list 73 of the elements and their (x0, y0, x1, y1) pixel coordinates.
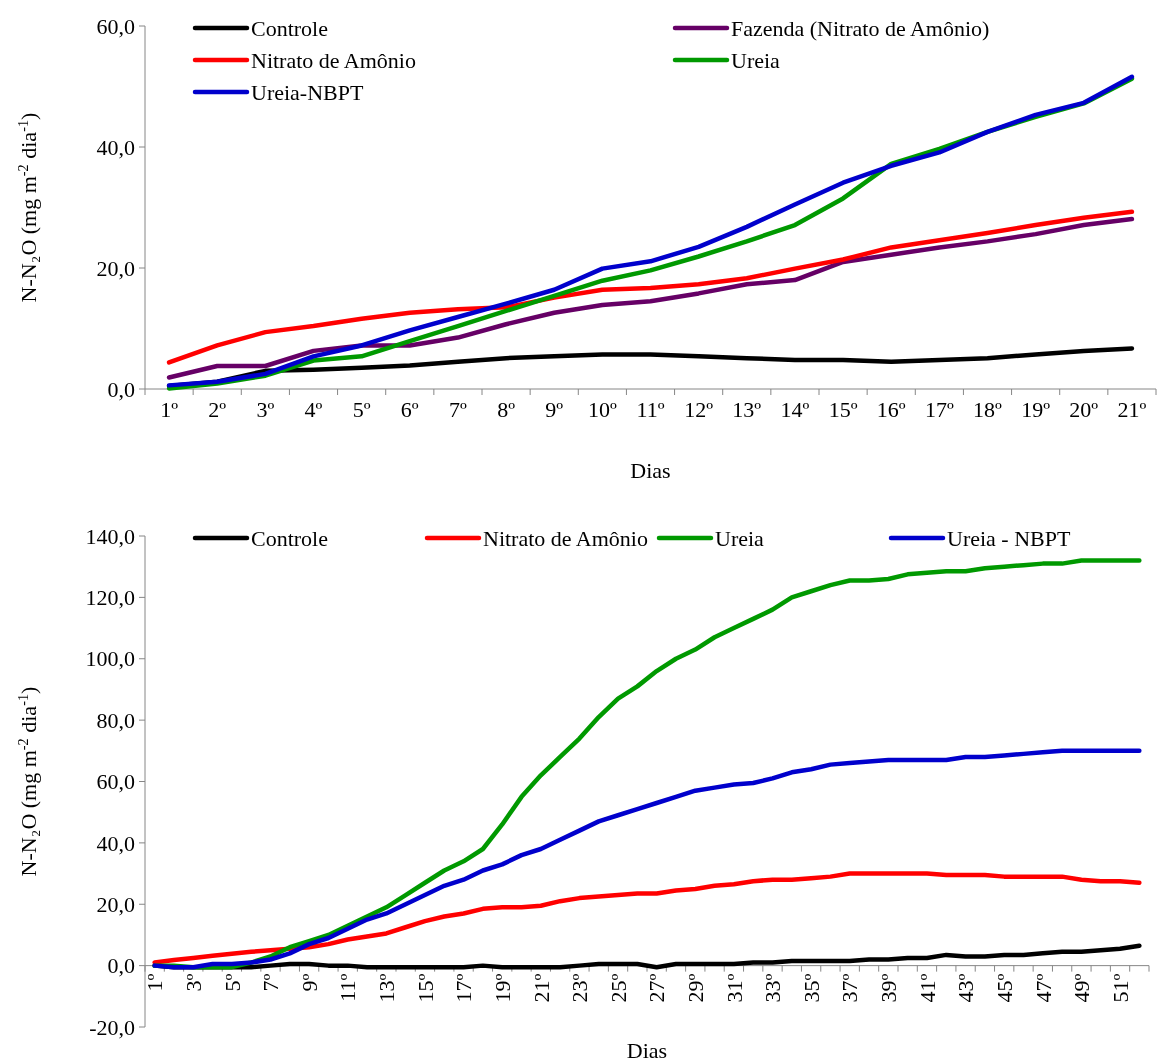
x-tick-label: 19º (1021, 397, 1051, 422)
x-tick-label: 18º (973, 397, 1003, 422)
x-tick-label: 7º (258, 973, 284, 992)
y-tick-label: 140,0 (85, 523, 135, 549)
x-tick-label: 1º (160, 397, 179, 422)
legend-label: Fazenda (Nitrato de Amônio) (731, 15, 990, 41)
legend-label: Ureia (715, 525, 765, 551)
x-tick-label: 14º (780, 397, 810, 422)
x-tick-label: 49º (1069, 973, 1095, 1003)
x-tick-label: 37º (837, 973, 863, 1003)
x-tick-label: 13º (732, 397, 762, 422)
legend-label: Ureia (731, 47, 781, 73)
x-tick-label: 31º (721, 973, 747, 1003)
x-axis-title: Dias (630, 458, 671, 483)
y-tick-label: 0,0 (107, 953, 135, 979)
x-tick-label: 45º (991, 973, 1017, 1003)
x-axis-title: Dias (626, 1038, 668, 1063)
legend-label: Ureia-NBPT (251, 79, 364, 105)
x-tick-label: 39º (876, 973, 902, 1003)
x-tick-label: 3º (256, 397, 275, 422)
x-tick-label: 15º (412, 973, 438, 1003)
y-tick-label: 100,0 (85, 646, 135, 672)
y-tick-label: 0,0 (107, 376, 135, 402)
line-series (152, 748, 1142, 970)
line-series (152, 871, 1142, 965)
x-tick-label: 33º (760, 973, 786, 1003)
x-tick-label: 11º (335, 973, 361, 1002)
y-tick-label: 60,0 (96, 769, 135, 795)
y-tick-label: -20,0 (89, 1014, 135, 1040)
y-tick-label: 60,0 (96, 13, 135, 39)
x-tick-label: 5º (219, 973, 245, 992)
y-tick-label: 20,0 (96, 255, 135, 281)
x-tick-label: 43º (953, 973, 979, 1003)
x-tick-label: 17º (924, 397, 954, 422)
x-tick-label: 12º (684, 397, 714, 422)
x-tick-label: 20º (1069, 397, 1099, 422)
x-tick-label: 23º (567, 973, 593, 1003)
x-tick-label: 1º (142, 973, 168, 992)
x-tick-label: 35º (798, 973, 824, 1003)
x-tick-label: 25º (605, 973, 631, 1003)
x-tick-label: 21º (528, 973, 554, 1003)
x-tick-label: 21º (1117, 397, 1147, 422)
x-tick-label: 8º (497, 397, 516, 422)
x-tick-label: 13º (374, 973, 400, 1003)
x-tick-label: 7º (449, 397, 468, 422)
x-tick-label: 29º (682, 973, 708, 1003)
y-tick-label: 120,0 (85, 585, 135, 611)
legend-label: Ureia - NBPT (947, 525, 1071, 551)
y-tick-label: 40,0 (96, 830, 135, 856)
x-tick-label: 9º (545, 397, 564, 422)
x-tick-label: 47º (1030, 973, 1056, 1003)
x-tick-label: 16º (876, 397, 906, 422)
legend-label: Controle (251, 15, 328, 41)
x-tick-label: 41º (914, 973, 940, 1003)
legend-label: Nitrato de Amônio (483, 525, 648, 551)
x-tick-label: 9º (296, 973, 322, 992)
x-tick-label: 17º (451, 973, 477, 1003)
legend-label: Nitrato de Amônio (251, 47, 416, 73)
legend-label: Controle (251, 525, 328, 551)
x-tick-label: 6º (400, 397, 419, 422)
x-tick-label: 11º (636, 397, 665, 422)
x-tick-label: 5º (352, 397, 371, 422)
y-tick-label: 20,0 (96, 891, 135, 917)
x-tick-label: 3º (180, 973, 206, 992)
x-tick-label: 15º (828, 397, 858, 422)
x-tick-label: 51º (1107, 973, 1133, 1003)
y-tick-label: 80,0 (96, 707, 135, 733)
x-tick-label: 27º (644, 973, 670, 1003)
x-tick-label: 19º (489, 973, 515, 1003)
x-tick-label: 4º (304, 397, 323, 422)
x-tick-label: 10º (587, 397, 617, 422)
x-tick-label: 2º (208, 397, 227, 422)
y-tick-label: 40,0 (96, 134, 135, 160)
